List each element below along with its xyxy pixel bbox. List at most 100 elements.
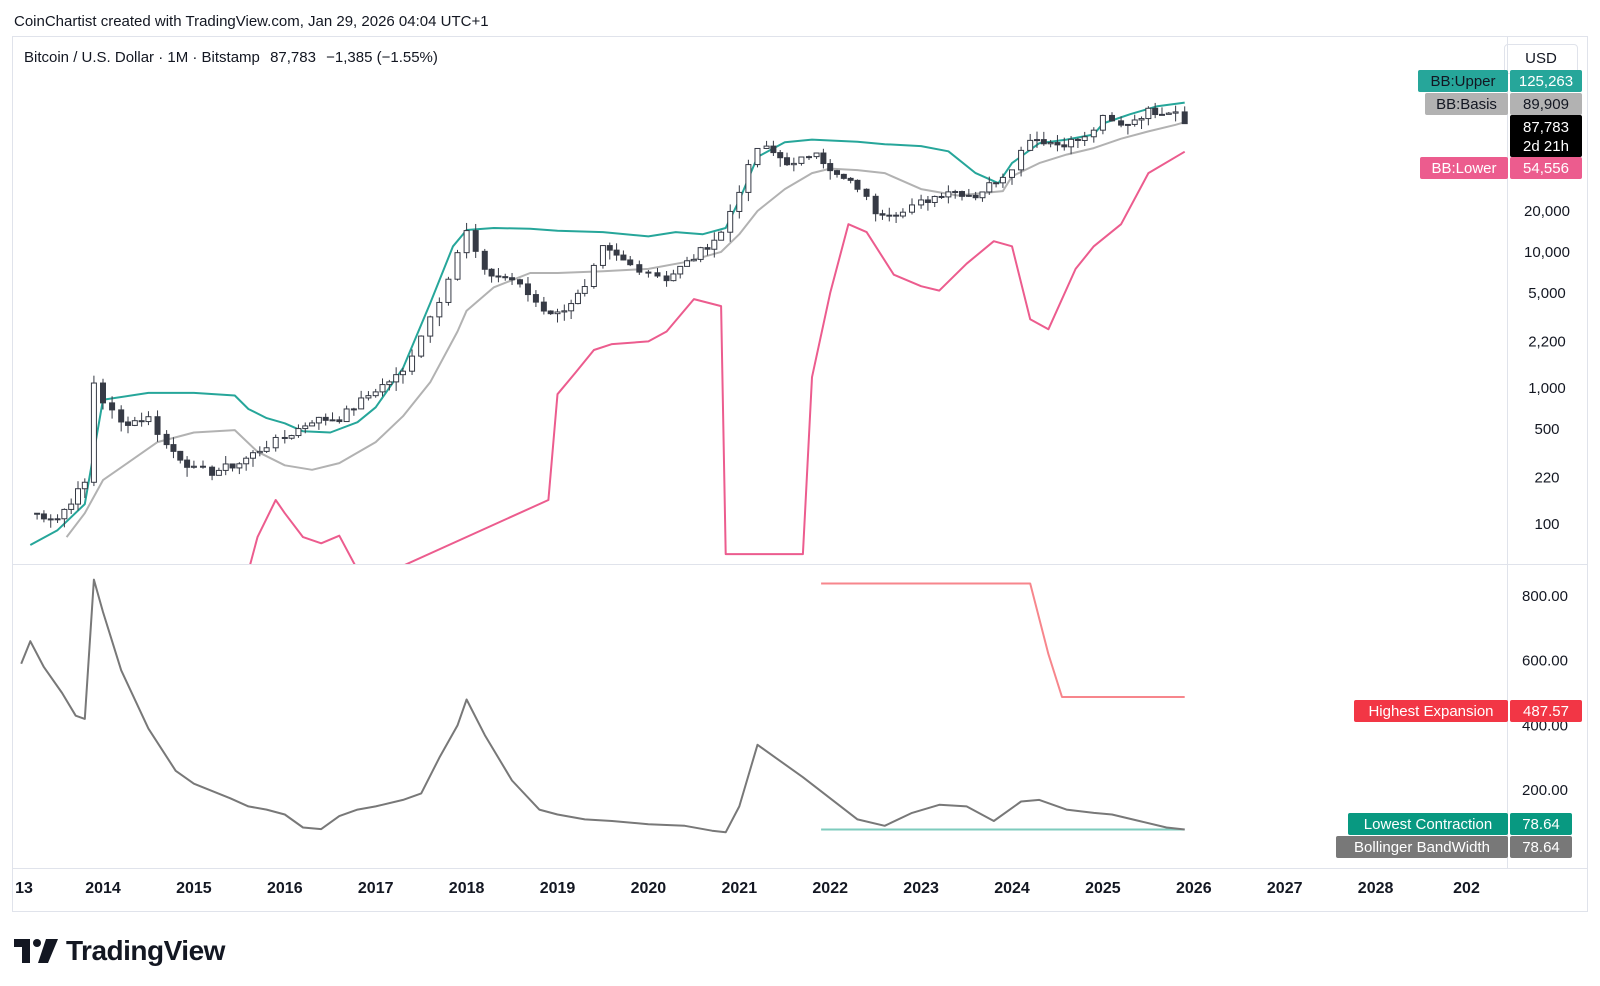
candle-down [893,214,900,217]
candle-down [47,518,54,521]
candle-up [1009,169,1015,178]
candle-down [972,194,979,199]
candle-up [249,452,256,459]
highest-expansion-name-bg [1354,700,1508,722]
candle-down [540,301,547,312]
candle-up [379,384,386,393]
last-price: 87,783 [270,49,316,66]
candle-up [986,182,993,193]
candle-up [1158,113,1165,116]
candle-down [170,444,177,452]
candle-up [399,370,406,376]
bb-lower-value-bg [1510,157,1582,179]
time-tick-label: 2015 [176,880,212,897]
candle-down [322,416,329,421]
tradingview-logo-icon [14,939,58,963]
candle-down [777,152,784,159]
bollinger-bandwidth-line [20,578,1185,834]
candle-up [75,488,82,505]
candle-up [813,152,820,158]
candle-up [272,436,279,449]
candle-up [590,264,597,288]
last-price-value: 87,783 [1523,119,1569,136]
candle-up [574,292,581,305]
candle-up [1027,139,1034,151]
candle-up [745,164,752,193]
bandwidth-name: Bollinger BandWidth [1354,839,1490,856]
candle-down [663,275,670,282]
candle-down [547,310,554,315]
candle-up [54,518,61,521]
candle-up [61,508,68,520]
currency-selector[interactable]: USD [1504,44,1578,74]
price-pane[interactable] [29,101,1188,578]
candle-down [199,465,206,468]
candle-up [1165,112,1172,115]
bandwidth-tick-label: 800.00 [1522,588,1568,605]
bb-upper-value-bg [1510,70,1582,92]
candle-up [1138,118,1145,121]
price-tick-label: 500 [1534,421,1559,438]
candle-down [620,254,627,261]
highest-expansion-name: Highest Expansion [1368,703,1493,720]
candle-down [879,213,886,216]
candle-up [670,273,677,282]
candle-up [329,419,336,422]
candle-up [909,204,916,213]
chart-frame [12,36,1588,912]
candle-down [495,275,502,278]
bandwidth-pane[interactable] [20,578,1185,834]
candle-down [40,513,47,520]
candle-up [288,435,295,439]
price-tick-label: 20,000 [1524,203,1570,220]
bb-lower-line [249,150,1186,564]
time-tick-label: 2025 [1085,880,1121,897]
price-tick-label: 1,000 [1528,380,1566,397]
candle-down [1054,142,1061,146]
candle-down [34,512,41,515]
candle-down [840,173,847,179]
candle-down [613,249,620,256]
candle-up [409,355,416,372]
candle-down [834,170,841,175]
candle-up [393,374,400,383]
candle-up [798,156,805,164]
candle-down [863,188,870,197]
candle-up [711,239,718,250]
candle-up [418,335,425,357]
candle-down [704,247,711,250]
highest-expansion-value: 487.57 [1523,703,1569,720]
candle-down [472,230,479,252]
bb-upper-name: BB:Upper [1430,73,1495,90]
candle-up [190,465,197,468]
time-tick-label: 2026 [1176,880,1212,897]
candle-up [445,278,452,303]
candle-down [100,382,106,404]
value-labels: 125,263 BB:Upper 89,909 BB:Basis 87,783 2d 21… [1336,70,1582,858]
candle-down [184,459,191,468]
last-price-bg [1510,115,1582,157]
bb-basis-name-bg [1425,93,1508,115]
lowest-contraction-value: 78.64 [1522,816,1560,833]
candle-down [209,466,216,476]
time-tick-label: 13 [15,880,33,897]
price-tick-label: 2,200 [1528,333,1566,350]
candle-up [263,447,270,452]
candle-down [154,416,161,435]
candle-down [993,182,1000,185]
symbol-legend[interactable]: Bitcoin / U.S. Dollar · 1M · Bitstamp 87… [24,49,444,66]
time-tick-label: 2028 [1358,880,1394,897]
candle-up [131,420,138,426]
time-tick-label: 2017 [358,880,394,897]
candle-up [315,416,322,424]
candle-down [502,276,509,279]
chart-credit: CoinChartist created with TradingView.co… [14,13,489,30]
candle-up [931,195,938,203]
candle-down [1108,114,1115,122]
time-tick-label: 2019 [540,880,576,897]
time-tick-label: 2024 [994,880,1030,897]
candle-up [222,463,229,471]
candle-down [229,463,236,469]
candle-down [1074,138,1081,141]
